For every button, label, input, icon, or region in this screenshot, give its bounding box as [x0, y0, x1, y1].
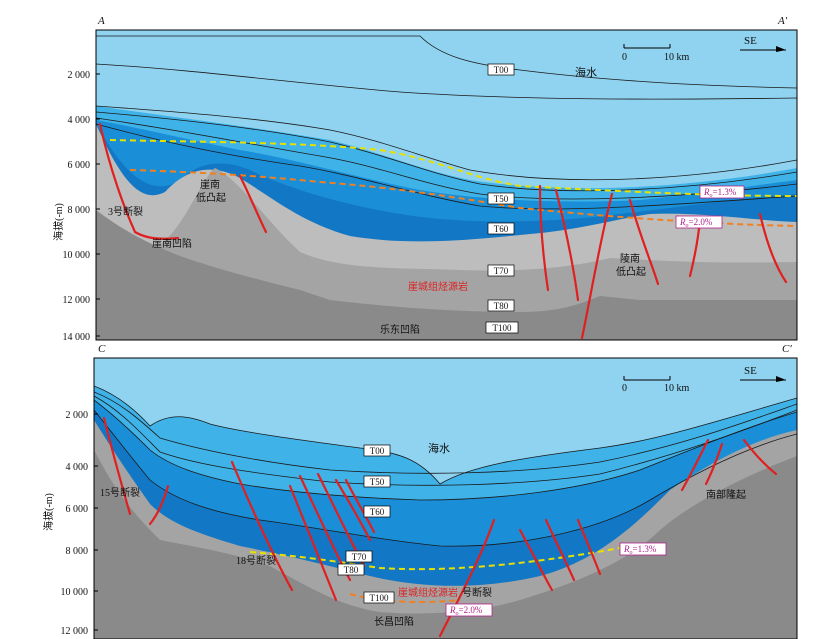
- svg-text:Ro=1.3%: Ro=1.3%: [703, 187, 737, 199]
- section-c-source-rock-label: 崖城组烃源岩: [398, 586, 458, 599]
- section-c-uplift-label: 南部隆起: [706, 488, 746, 501]
- section-c-yaxis-label: 海拔(-m): [42, 493, 55, 531]
- section-a-frame: [95, 29, 798, 341]
- section-c-horizon-t00: T00: [370, 446, 385, 456]
- section-a-ro-1.3-sub: o: [710, 193, 713, 199]
- section-a-scale-length: 10 km: [664, 52, 690, 63]
- section-a-yaxis: 2 000 4 000 6 000 8 000 10 000 12 000 14…: [52, 70, 100, 343]
- section-c-start-label: C: [98, 343, 106, 355]
- section-c-ro-2.0-line: [349, 593, 461, 603]
- section-a-ytick-4: 10 000: [63, 250, 91, 261]
- section-c-fault-mid-label: 号断裂: [462, 586, 492, 599]
- section-c-arrow-icon: [776, 376, 786, 382]
- section-c-ro-2.0-value: =2.0%: [459, 605, 483, 615]
- section-c-ytick-4: 10 000: [61, 587, 89, 598]
- section-a-ytick-2: 6 000: [68, 160, 91, 171]
- section-a-horizon-t60: T60: [494, 224, 509, 234]
- section-c-sag-bottom-label: 长昌凹陷: [374, 615, 414, 628]
- svg-text:Ro=2.0%: Ro=2.0%: [449, 605, 483, 617]
- section-a-faults: [98, 122, 788, 340]
- section-a-arrow-icon: [776, 46, 786, 52]
- section-a-scale-bar: 0 10 km: [622, 44, 690, 63]
- section-a-horizon-t100: T100: [493, 323, 512, 333]
- section-c-ytick-0: 2 000: [66, 410, 89, 421]
- section-a-direction: SE: [740, 35, 786, 52]
- section-c-end-label: C′: [782, 343, 792, 355]
- section-c-fault-15-label: 15号断裂: [100, 486, 140, 499]
- section-a-horizon-labels: T00 T50 T60 T70 T80 T100: [485, 63, 519, 334]
- section-a-horizon-t80: T80: [494, 301, 509, 311]
- section-c-ro-2.0-box: Ro=2.0%: [445, 603, 493, 617]
- section-c-layer-basement: [94, 450, 797, 639]
- section-c-scale-bar: 0 10 km: [622, 376, 690, 394]
- section-c-ytick-5: 12 000: [61, 626, 89, 637]
- section-a-start-label: A: [97, 15, 105, 27]
- section-c-ro-1.3-symbol: R: [623, 544, 630, 554]
- section-a-uplift-label-2: 低凸起: [196, 191, 226, 204]
- section-a-ro-1.3-symbol: R: [703, 187, 710, 197]
- section-a-ytick-3: 8 000: [68, 205, 91, 216]
- section-c-horizon-t60: T60: [370, 507, 385, 517]
- section-a-end-label: A′: [777, 15, 788, 27]
- section-a: A A′: [52, 15, 798, 343]
- svg-text:Ro=2.0%: Ro=2.0%: [679, 217, 713, 229]
- section-a-horizon-t50: T50: [494, 194, 509, 204]
- section-c-direction: SE: [740, 365, 786, 382]
- svg-text:Ro=1.3%: Ro=1.3%: [623, 544, 657, 556]
- section-c-ytick-3: 8 000: [66, 546, 89, 557]
- section-a-ro-1.3-box: Ro=1.3%: [699, 185, 745, 199]
- section-c: C C′: [42, 343, 798, 639]
- section-a-sag-bottom-label: 乐东凹陷: [380, 323, 420, 336]
- section-c-faults: [102, 416, 778, 638]
- section-a-seawater-label: 海水: [575, 65, 597, 79]
- section-c-horizon-t50: T50: [370, 477, 385, 487]
- section-a-yaxis-label: 海拔(-m): [52, 203, 65, 241]
- section-c-horizon-t80: T80: [344, 565, 359, 575]
- section-c-horizon-t70: T70: [352, 552, 367, 562]
- section-a-source-rock-label: 崖城组烃源岩: [408, 280, 468, 293]
- section-c-direction-label: SE: [744, 365, 757, 377]
- section-a-ro-1.3-value: =1.3%: [713, 187, 737, 197]
- section-c-ytick-2: 6 000: [66, 504, 89, 515]
- section-c-ytick-1: 4 000: [66, 462, 89, 473]
- section-a-ro-2.0-value: =2.0%: [689, 217, 713, 227]
- section-c-yaxis: 2 000 4 000 6 000 8 000 10 000 12 000 海拔…: [42, 410, 98, 637]
- section-a-horizon-t70: T70: [494, 266, 509, 276]
- section-c-scale-zero: 0: [622, 383, 627, 394]
- section-a-east-uplift-label-2: 低凸起: [616, 265, 646, 278]
- section-c-ro-1.3-value: =1.3%: [633, 544, 657, 554]
- section-a-ro-2.0-sub: o: [686, 223, 689, 229]
- section-a-fault-label: 3号断裂: [108, 205, 143, 218]
- section-c-seawater-label: 海水: [428, 441, 450, 455]
- section-a-ro-2.0-symbol: R: [679, 217, 686, 227]
- section-a-sag-label: 崖南凹陷: [152, 237, 192, 250]
- section-a-layer-basement: [330, 296, 797, 340]
- section-a-scale-zero: 0: [622, 52, 627, 63]
- section-a-ro-2.0-box: Ro=2.0%: [675, 215, 723, 229]
- section-c-horizon-lines: [94, 385, 797, 547]
- section-c-ro-1.3-line: [249, 547, 621, 571]
- section-a-ytick-1: 4 000: [68, 115, 91, 126]
- section-c-ro-2.0-sub: o: [456, 611, 459, 617]
- section-c-horizon-labels: T00 T50 T60 T70 T80 T100: [337, 444, 395, 604]
- section-a-uplift-label-1: 崖南: [200, 178, 220, 191]
- section-a-ytick-5: 12 000: [63, 295, 91, 306]
- section-c-frame: [93, 357, 798, 639]
- section-a-east-uplift-label-1: 陵南: [620, 252, 640, 265]
- section-c-horizon-t100: T100: [370, 593, 389, 603]
- section-a-horizon-lines: [96, 35, 797, 210]
- section-a-direction-label: SE: [744, 35, 757, 47]
- section-a-ytick-6: 14 000: [63, 332, 91, 343]
- section-c-ro-1.3-sub: o: [630, 550, 633, 556]
- section-a-basement-left: [96, 210, 330, 340]
- section-a-horizon-t00: T00: [494, 65, 509, 75]
- section-a-ytick-0: 2 000: [68, 70, 91, 81]
- section-c-ro-2.0-symbol: R: [449, 605, 456, 615]
- section-c-fault-18-label: 18号断裂: [236, 554, 276, 567]
- section-c-scale-length: 10 km: [664, 383, 690, 394]
- section-c-ro-1.3-box: Ro=1.3%: [619, 542, 667, 556]
